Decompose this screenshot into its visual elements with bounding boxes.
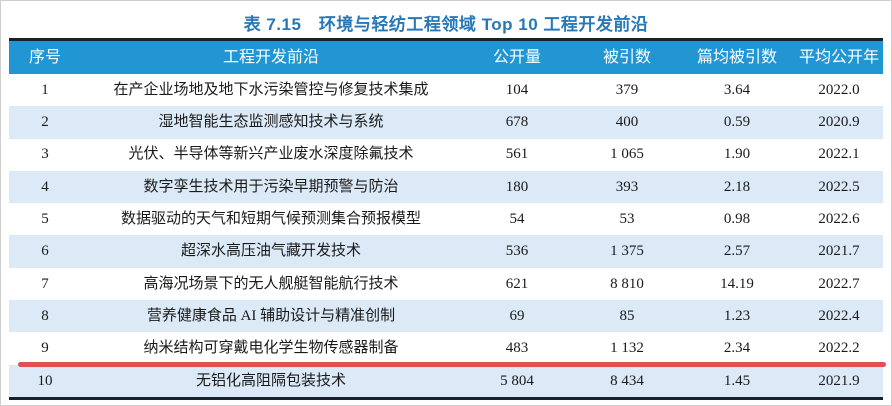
table-cell-no: 5 [41, 211, 49, 228]
table-cell-citations: 8 810 [610, 275, 644, 292]
table-cell-no: 2 [41, 114, 49, 131]
table-cell-citations: 85 [619, 307, 635, 324]
table-cell-citations: 393 [615, 178, 639, 195]
table-cell-avg-citations: 1.23 [723, 307, 751, 324]
table-row: 7 高海况场景下的无人舰艇智能航行技术 621 8 810 14.19 2022.7 [9, 267, 883, 301]
table-cell-avg-year: 2021.9 [818, 372, 860, 389]
table-row: 3 光伏、半导体等新兴产业废水深度除氟技术 561 1 065 1.90 2022.1 [9, 138, 883, 171]
col-header-citations: 被引数 [602, 48, 651, 66]
table-cell-citations: 8 434 [610, 372, 644, 389]
table-cell-pubs: 561 [505, 146, 529, 163]
table-cell-pubs: 5 804 [500, 372, 534, 389]
table-cell-frontier: 超深水高压油气藏开发技术 [180, 243, 361, 260]
table-body: 1 在产企业场地及地下水污染管控与修复技术集成 104 379 3.64 2022.0 2 湿… [9, 74, 883, 397]
table-cell-avg-year: 2020.9 [818, 114, 860, 131]
table-cell-no: 10 [37, 372, 53, 389]
table-cell-frontier: 纳米结构可穿戴电化学生物传感器制备 [143, 340, 399, 357]
table-row: 4 数字孪生技术用于污染早期预警与防治 180 393 2.18 2022.5 [9, 170, 883, 204]
table-cell-no: 1 [41, 81, 49, 98]
table-row: 5 数据驱动的天气和短期气候预测集合预报模型 54 53 0.98 2022.6 [9, 203, 883, 236]
table-cell-avg-citations: 2.57 [723, 243, 751, 260]
data-table: 序号 工程开发前沿 公开量 被引数 篇均被引数 平均公开年 1 在产企业场地及地下… [9, 38, 883, 400]
table-cell-pubs: 536 [505, 243, 529, 260]
table-cell-pubs: 69 [509, 307, 525, 324]
table-cell-pubs: 621 [505, 275, 529, 292]
table-cell-no: 9 [41, 340, 49, 357]
table-cell-avg-citations: 1.90 [723, 146, 751, 163]
table-cell-pubs: 678 [505, 114, 529, 131]
table-cell-avg-year: 2022.5 [818, 178, 860, 195]
table-cell-avg-year: 2022.7 [818, 275, 860, 292]
table-cell-citations: 1 375 [610, 243, 644, 260]
table-cell-no: 6 [41, 243, 49, 260]
table-cell-avg-citations: 1.45 [723, 372, 751, 389]
table-cell-avg-citations: 14.19 [720, 275, 754, 292]
table-row: 2 湿地智能生态监测感知技术与系统 678 400 0.59 2020.9 [9, 106, 883, 139]
table-cell-frontier: 高海况场景下的无人舰艇智能航行技术 [143, 275, 399, 292]
table-header-row: 序号 工程开发前沿 公开量 被引数 篇均被引数 平均公开年 [9, 38, 883, 74]
table-cell-avg-citations: 0.59 [723, 114, 751, 131]
table-cell-citations: 53 [619, 211, 635, 228]
table-cell-avg-citations: 2.18 [723, 178, 751, 195]
table-row: 8 营养健康食品 AI 辅助设计与精准创制 69 85 1.23 2022.4 [9, 300, 883, 333]
table-cell-frontier: 光伏、半导体等新兴产业废水深度除氟技术 [128, 146, 414, 163]
table-cell-frontier: 湿地智能生态监测感知技术与系统 [158, 114, 384, 131]
table-cell-no: 3 [41, 146, 49, 163]
table-cell-frontier: 营养健康食品 AI 辅助设计与精准创制 [146, 307, 396, 324]
table-cell-avg-citations: 3.64 [723, 81, 751, 98]
table-cell-no: 7 [41, 275, 49, 292]
table-row: 10 无铝化高阻隔包装技术 5 804 8 434 1.45 2021.9 [9, 364, 883, 397]
col-header-pubs: 公开量 [492, 48, 541, 66]
table-row: 6 超深水高压油气藏开发技术 536 1 375 2.57 2021.7 [9, 235, 883, 268]
table-cell-avg-citations: 0.98 [723, 211, 751, 228]
table-cell-pubs: 180 [505, 178, 529, 195]
table-cell-citations: 1 065 [610, 146, 644, 163]
table-cell-avg-year: 2022.6 [818, 211, 860, 228]
table-cell-no: 8 [41, 307, 49, 324]
table-cell-citations: 379 [615, 81, 639, 98]
col-header-avg-citations: 篇均被引数 [696, 48, 777, 66]
table-cell-avg-citations: 2.34 [723, 340, 751, 357]
table-cell-citations: 1 132 [610, 340, 644, 357]
highlight-underline [18, 362, 886, 367]
col-header-avg-year: 平均公开年 [798, 48, 879, 66]
table-cell-frontier: 在产企业场地及地下水污染管控与修复技术集成 [113, 81, 429, 98]
table-cell-pubs: 483 [505, 340, 529, 357]
table-cell-no: 4 [41, 178, 49, 195]
table-cell-frontier: 数字孪生技术用于污染早期预警与防治 [143, 178, 399, 195]
table-cell-frontier: 数据驱动的天气和短期气候预测集合预报模型 [120, 211, 421, 228]
table-row: 1 在产企业场地及地下水污染管控与修复技术集成 104 379 3.64 2022.0 [9, 74, 883, 107]
table-cell-avg-year: 2021.7 [818, 243, 860, 260]
table-cell-avg-year: 2022.4 [818, 307, 860, 324]
table-cell-avg-year: 2022.0 [818, 81, 860, 98]
table-cell-avg-year: 2022.1 [818, 146, 860, 163]
table-cell-citations: 400 [615, 114, 639, 131]
table-cell-pubs: 104 [505, 81, 529, 98]
table-row: 9 纳米结构可穿戴电化学生物传感器制备 483 1 132 2.34 2022.2 [9, 332, 883, 365]
table-cell-pubs: 54 [509, 211, 525, 228]
col-header-frontier: 工程开发前沿 [222, 48, 319, 66]
table-cell-frontier: 无铝化高阻隔包装技术 [195, 372, 346, 389]
table-title: 表 7.15 环境与轻纺工程领域 Top 10 工程开发前沿 [243, 15, 649, 34]
col-header-no: 序号 [28, 48, 61, 66]
table-cell-avg-year: 2022.2 [818, 340, 860, 357]
